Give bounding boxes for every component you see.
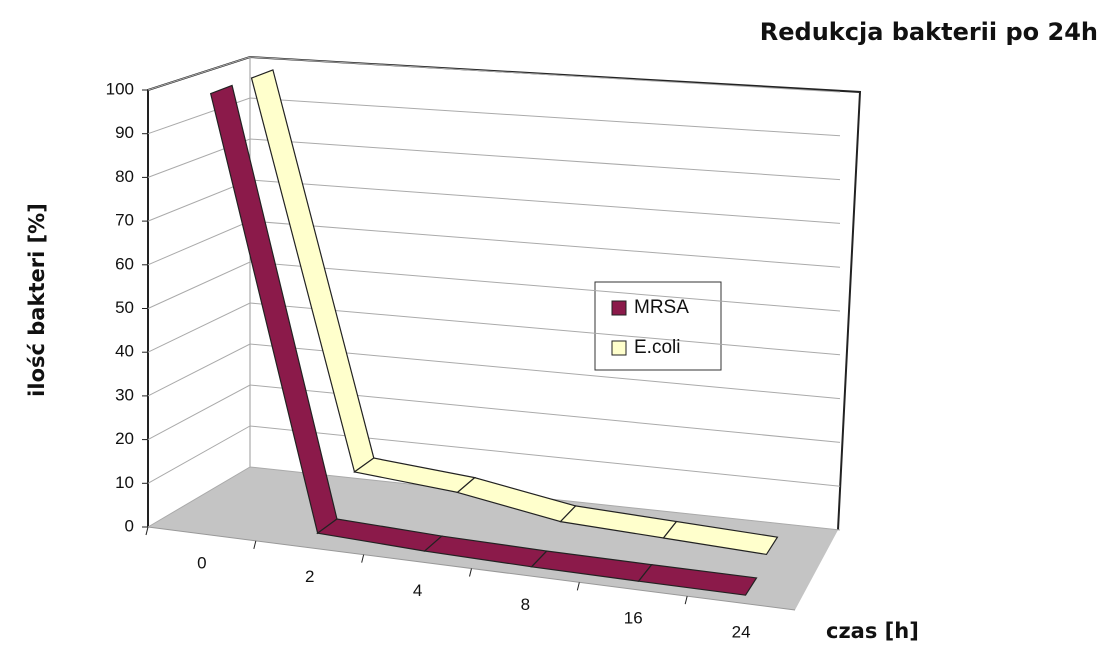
x-tick — [469, 568, 472, 577]
x-tick — [145, 526, 149, 536]
grid-line — [147, 261, 841, 312]
y-tick-label: 50 — [115, 298, 134, 317]
x-tick-label: 24 — [732, 623, 751, 642]
y-tick-label: 30 — [115, 385, 134, 404]
x-tick — [576, 582, 580, 591]
y-axis-label: ilość bakteri [%] — [25, 203, 49, 397]
x-tick-label: 8 — [521, 595, 530, 614]
grid-line — [147, 97, 841, 137]
ribbon-segment — [662, 520, 779, 556]
x-tick — [253, 540, 257, 549]
grid-line — [147, 302, 841, 356]
y-tick-label: 0 — [125, 516, 134, 535]
legend-label: MRSA — [634, 297, 689, 318]
grid-line — [147, 138, 841, 181]
ribbon-segment — [637, 564, 758, 596]
grid-line — [147, 466, 841, 531]
legend-swatch — [611, 340, 627, 356]
y-tick-label: 80 — [115, 167, 134, 186]
x-tick-label: 4 — [413, 581, 422, 600]
x-tick-label: 16 — [624, 609, 643, 628]
legend-swatch — [611, 300, 627, 316]
legend-label: E.coli — [634, 337, 680, 358]
x-tick — [361, 554, 365, 563]
y-tick-label: 20 — [115, 429, 134, 448]
chart-title: Redukcja bakterii po 24h — [760, 18, 1098, 46]
y-tick-label: 70 — [115, 211, 134, 230]
x-axis-label: czas [h] — [826, 619, 919, 643]
x-tick-label: 2 — [305, 567, 314, 586]
grid-line — [147, 343, 841, 400]
y-tick-label: 90 — [115, 123, 134, 142]
grid-line — [147, 425, 841, 487]
y-tick-label: 100 — [106, 79, 134, 98]
x-tick-label: 0 — [197, 553, 206, 572]
grid-line — [147, 384, 841, 443]
y-tick-label: 60 — [115, 254, 134, 273]
walls — [147, 55, 862, 531]
grid-line — [147, 56, 841, 93]
x-tick — [684, 596, 688, 605]
y-tick-label: 10 — [115, 473, 134, 492]
y-tick-label: 40 — [115, 342, 134, 361]
